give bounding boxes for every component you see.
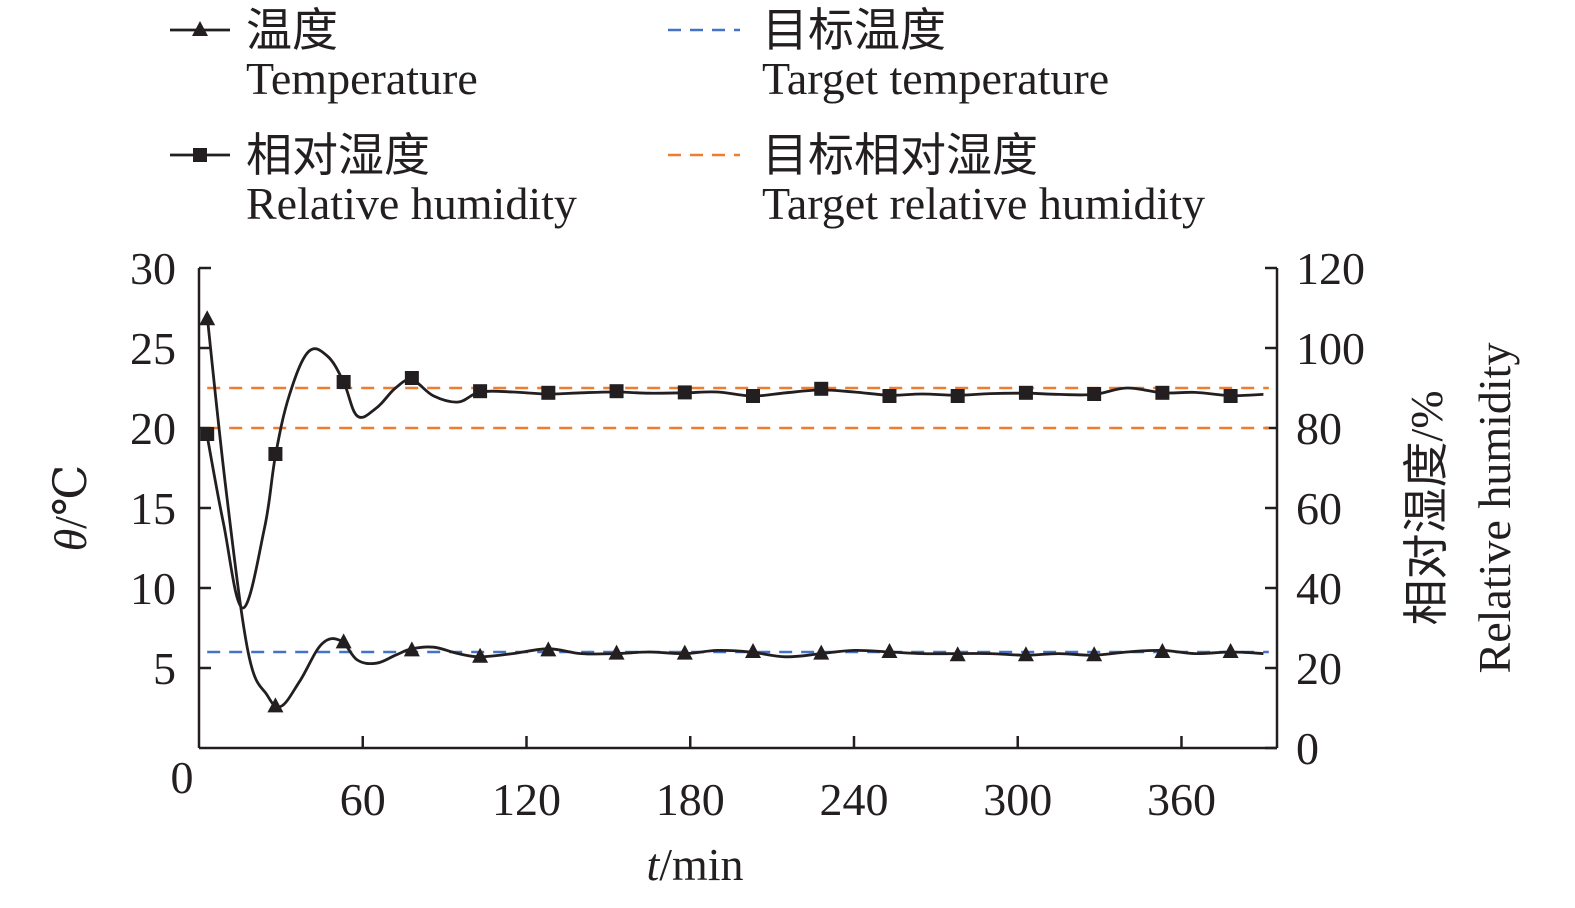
- series-relative-humidity-point: [882, 389, 897, 403]
- y-left-tick-label: 5: [153, 643, 176, 694]
- series-relative-humidity-point: [1018, 385, 1033, 400]
- y-right-tick-label: 0: [1296, 723, 1319, 774]
- series-relative-humidity-point: [404, 371, 419, 385]
- series-relative-humidity-point: [1155, 385, 1170, 400]
- y-left-tick-label: 20: [130, 403, 176, 454]
- y-right-tick-label: 60: [1296, 483, 1342, 534]
- y-right-tick-label: 20: [1296, 643, 1342, 694]
- y-left-tick-label: 10: [130, 563, 176, 614]
- series-temperature-point: [1017, 646, 1034, 662]
- y-axis-left-title: θ/℃: [45, 465, 96, 552]
- series-relative-humidity-point: [336, 375, 351, 389]
- legend-label-cn: 目标相对湿度: [762, 130, 1038, 181]
- series-temperature-line: [205, 315, 1264, 709]
- y-right-tick-label: 40: [1296, 563, 1342, 614]
- x-tick-label: 300: [983, 774, 1052, 825]
- y-axis-left-title-unit: /℃: [45, 465, 96, 529]
- x-origin-label: 0: [171, 752, 194, 803]
- series-temperature-point: [403, 641, 420, 657]
- series-relative-humidity-point: [1223, 389, 1238, 403]
- series-temperature-point: [472, 647, 489, 663]
- legend-label-cn: 温度: [246, 5, 338, 56]
- y-axis-left-title-symbol: θ: [45, 529, 96, 552]
- y-right-tick-label: 120: [1296, 243, 1365, 294]
- y-right-tick-label: 80: [1296, 403, 1342, 454]
- series-temperature-point: [267, 697, 284, 713]
- legend-label-en: Relative humidity: [246, 178, 577, 229]
- series-relative-humidity-point: [541, 385, 556, 400]
- y-axis-right-title-cn: 相对湿度/%: [1401, 390, 1452, 625]
- series-temperature-point: [745, 643, 762, 658]
- series-relative-humidity-point: [200, 427, 215, 441]
- legend-label-en: Target relative humidity: [762, 178, 1205, 229]
- series-temperature-point: [1154, 643, 1171, 658]
- series-relative-humidity-point: [1087, 387, 1102, 401]
- axes: 60 120 180 240 300 36005101520253002040608010…: [130, 243, 1365, 825]
- series-relative-humidity-point: [609, 384, 624, 399]
- legend-label-en: Target temperature: [762, 53, 1109, 104]
- series-temperature-point: [1086, 646, 1103, 662]
- series-relative-humidity-line: [205, 347, 1264, 610]
- y-left-tick-label: 25: [130, 323, 176, 374]
- series-temperature-point: [335, 633, 352, 649]
- legend-label-cn: 相对湿度: [246, 130, 430, 181]
- plot-area: [199, 310, 1269, 713]
- series-relative-humidity-point: [814, 381, 829, 396]
- series-temperature-point: [199, 310, 216, 326]
- legend-label-cn: 目标温度: [762, 5, 946, 56]
- y-left-tick-label: 15: [130, 483, 176, 534]
- series-temperature-point: [1222, 643, 1239, 658]
- x-tick-label: 120: [492, 774, 561, 825]
- series-relative-humidity-point: [677, 385, 692, 400]
- legend-marker: [193, 148, 207, 162]
- x-axis-title-unit: /min: [659, 839, 743, 890]
- x-tick-label: 60: [340, 774, 386, 825]
- y-right-tick-label: 100: [1296, 323, 1365, 374]
- legend-label-en: Temperature: [246, 53, 478, 104]
- series-temperature-point: [949, 646, 966, 662]
- series-temperature-point: [881, 643, 898, 658]
- axis-titles: t/min θ/℃ 相对湿度/% Relative humidity: [45, 343, 1520, 890]
- legend-marker: [192, 21, 208, 36]
- x-axis-title-symbol: t: [646, 839, 660, 890]
- x-tick-label: 180: [656, 774, 725, 825]
- series-temperature-point: [540, 641, 557, 657]
- x-axis-title: t/min: [646, 839, 743, 890]
- series-relative-humidity-point: [473, 384, 488, 399]
- x-tick-label: 240: [819, 774, 888, 825]
- series-temperature-point: [608, 644, 625, 660]
- series-relative-humidity-point: [950, 389, 965, 403]
- series-relative-humidity-point: [268, 447, 283, 461]
- series-temperature-point: [813, 644, 830, 660]
- y-left-tick-label: 30: [130, 243, 176, 294]
- x-tick-label: 360: [1147, 774, 1216, 825]
- series-relative-humidity-point: [746, 389, 761, 403]
- y-axis-right-title-en: Relative humidity: [1469, 343, 1520, 674]
- series-temperature-point: [676, 644, 693, 660]
